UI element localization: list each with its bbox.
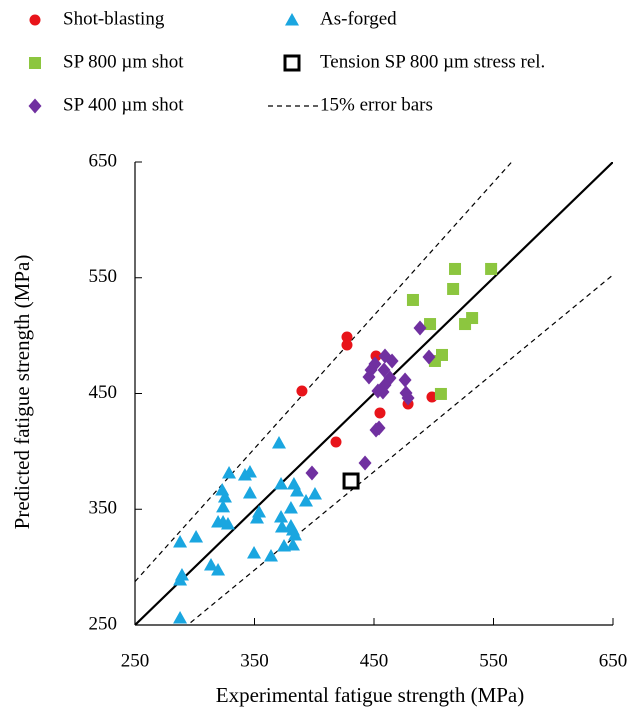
y-tick-label: 550	[89, 266, 118, 287]
point	[434, 387, 447, 400]
point	[341, 339, 353, 351]
point	[173, 611, 188, 624]
legend-marker	[285, 13, 299, 26]
point	[374, 407, 386, 419]
point	[250, 511, 265, 524]
point	[447, 282, 460, 295]
point	[413, 320, 427, 336]
point	[449, 262, 462, 275]
point	[369, 422, 383, 438]
point	[285, 538, 300, 551]
point	[485, 262, 498, 275]
point	[173, 535, 188, 548]
point	[341, 331, 353, 343]
legend: Shot-blasting As-forged SP 800 µm shot Tens…	[28, 8, 545, 115]
legend-marker	[29, 57, 41, 69]
legend-label: Shot-blasting	[63, 8, 165, 29]
point	[385, 353, 399, 369]
point	[247, 546, 262, 559]
point	[342, 472, 360, 490]
point	[242, 464, 257, 478]
y-tick-label: 250	[89, 613, 118, 634]
point	[216, 499, 231, 513]
x-tick-label: 350	[240, 650, 269, 671]
point	[242, 486, 257, 499]
legend-label: As-forged	[320, 8, 397, 29]
legend-marker	[283, 54, 301, 72]
point	[426, 391, 438, 403]
y-tick-label: 450	[89, 382, 118, 403]
point	[283, 500, 298, 514]
point	[398, 372, 412, 388]
point	[422, 349, 436, 365]
point	[307, 486, 322, 500]
legend-marker	[29, 14, 41, 26]
point	[220, 516, 235, 530]
point	[189, 530, 204, 543]
x-axis-title: Experimental fatigue strength (MPa)	[216, 683, 525, 707]
point	[285, 522, 300, 536]
x-tick-label: 650	[599, 650, 628, 671]
x-tick-label: 250	[121, 650, 150, 671]
point	[296, 385, 308, 397]
point	[217, 489, 232, 503]
legend-label: 15% error bars	[320, 94, 433, 115]
point	[299, 494, 314, 507]
point	[211, 563, 226, 576]
x-tick-label: 550	[479, 650, 508, 671]
point	[274, 510, 289, 523]
point	[174, 567, 189, 581]
x-tick-label: 450	[360, 650, 389, 671]
point	[274, 477, 289, 490]
legend-label: Tension SP 800 µm stress rel.	[320, 51, 545, 72]
point	[330, 436, 342, 448]
legend-label: SP 800 µm shot	[63, 51, 184, 72]
point	[401, 390, 415, 406]
point	[222, 466, 237, 479]
point	[305, 465, 319, 481]
error-line	[186, 274, 613, 625]
y-tick-label: 350	[89, 498, 118, 519]
legend-label: SP 400 µm shot	[63, 94, 184, 115]
point	[271, 436, 286, 449]
point	[204, 558, 219, 571]
point	[263, 549, 278, 562]
legend-marker	[28, 98, 42, 114]
point	[215, 483, 230, 496]
point	[424, 318, 437, 331]
point	[290, 483, 305, 497]
point	[466, 312, 479, 325]
error-line	[135, 162, 513, 582]
point	[376, 384, 390, 400]
point	[406, 293, 419, 306]
point	[364, 362, 378, 378]
point	[358, 455, 372, 471]
y-axis-title: Predicted fatigue strength (MPa)	[10, 255, 34, 530]
y-tick-label: 650	[89, 150, 118, 171]
